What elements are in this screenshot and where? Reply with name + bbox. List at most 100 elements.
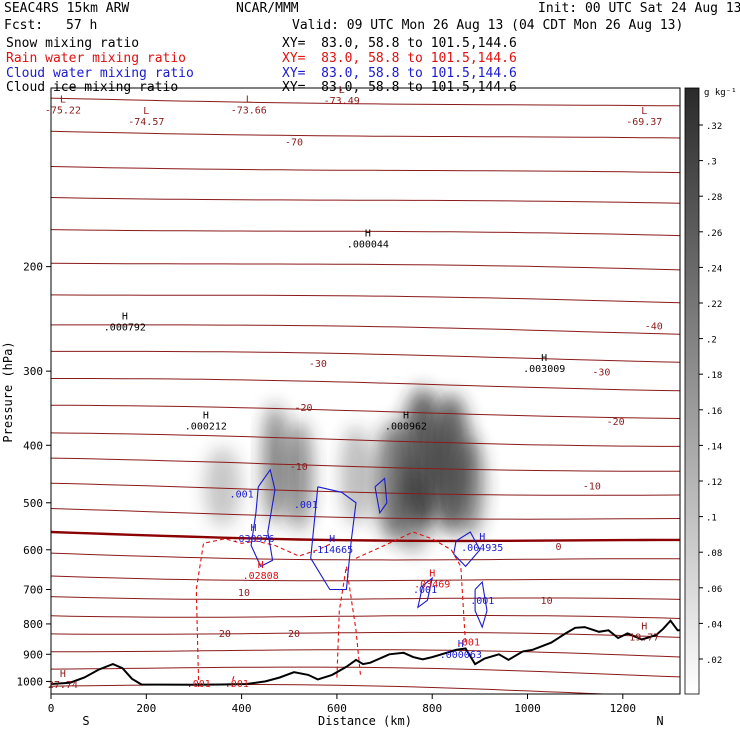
extremum-value: 27.74 bbox=[48, 680, 78, 691]
isotherm-label: -30 bbox=[309, 359, 327, 370]
cloud-water-contour bbox=[250, 468, 276, 568]
isotherm-line bbox=[51, 631, 680, 638]
ice-shade-blob bbox=[204, 446, 241, 527]
colorbar bbox=[684, 87, 700, 695]
x-tick-label: 800 bbox=[422, 702, 442, 715]
contour-label: .001 bbox=[187, 679, 211, 690]
axes: 0 200 400 600 800 1000 12002003004005006007008… bbox=[17, 261, 637, 715]
isotherm-line bbox=[51, 615, 680, 619]
x-tick-label: 1000 bbox=[514, 702, 541, 715]
colorbar-tick-label: .32 bbox=[706, 122, 722, 132]
extremum-marker: L bbox=[339, 85, 345, 96]
extremum-marker: H bbox=[251, 523, 257, 534]
x-tick-label: 400 bbox=[232, 702, 252, 715]
field-rain-xy: XY= 83.0, 58.8 to 101.5,144.6 bbox=[282, 51, 517, 66]
isotherm-line bbox=[51, 596, 680, 600]
isotherm-label: -20 bbox=[607, 417, 625, 428]
colorbar-tick-label: .3 bbox=[706, 158, 717, 168]
extremum-marker: H bbox=[403, 411, 409, 422]
isotherm-label: 10 bbox=[238, 588, 250, 599]
isotherm-label: 0 bbox=[555, 542, 561, 553]
isotherm-line bbox=[51, 552, 680, 561]
x-tick-label: 600 bbox=[327, 702, 347, 715]
isotherm-line bbox=[51, 432, 680, 447]
contour-label: .001 bbox=[470, 596, 494, 607]
y-tick-label: 600 bbox=[23, 544, 43, 557]
isotherm-line bbox=[51, 350, 680, 363]
isotherm-line bbox=[51, 575, 680, 582]
ice-shade-blob bbox=[455, 436, 486, 537]
y-tick-label: 400 bbox=[23, 439, 43, 452]
field-rain-name: Rain water mixing ratio bbox=[6, 51, 187, 66]
isotherm-line bbox=[51, 684, 618, 694]
ice-shade-blob bbox=[395, 472, 432, 553]
extremum-marker: L bbox=[641, 106, 647, 117]
extremum-marker: H bbox=[329, 534, 335, 545]
isotherm-line bbox=[51, 649, 680, 658]
valid-time: Valid: 09 UTC Mon 26 Aug 13 (04 CDT Mon … bbox=[292, 18, 684, 33]
ice-shade-blob bbox=[340, 425, 371, 526]
colorbar-tick-label: .04 bbox=[706, 620, 722, 630]
extremum-value: 19.77 bbox=[629, 633, 659, 644]
forecast-hour: 57 h bbox=[66, 18, 98, 33]
extremum-value: -74.57 bbox=[128, 117, 164, 128]
isotherm-line bbox=[51, 262, 680, 271]
rain-contour bbox=[336, 566, 362, 678]
extremum-value: .000044 bbox=[347, 240, 389, 251]
colorbar-tick-label: .16 bbox=[706, 407, 722, 417]
extremum-value: -73.66 bbox=[231, 106, 267, 117]
extremum-value: -73.49 bbox=[324, 96, 360, 107]
isotherm-line bbox=[51, 378, 680, 392]
cloud-water-contour bbox=[374, 477, 388, 515]
y-tick-label: 500 bbox=[23, 497, 43, 510]
extremum-value: .114665 bbox=[311, 545, 353, 556]
extremum-marker: H bbox=[458, 639, 464, 650]
colorbar-tick-label: .06 bbox=[706, 585, 722, 595]
cloud-water-contour bbox=[474, 580, 488, 629]
y-tick-label: 700 bbox=[23, 584, 43, 597]
extremum-marker: H bbox=[429, 569, 435, 580]
isotherm-label: -10 bbox=[583, 482, 601, 493]
colorbar-tick-label: .18 bbox=[706, 371, 722, 381]
extremum-value: .03469 bbox=[414, 580, 450, 591]
x-tick-label: 200 bbox=[136, 702, 156, 715]
isotherm-label: 20 bbox=[219, 629, 231, 640]
y-tick-label: 900 bbox=[23, 648, 43, 661]
colorbar-tick-label: .02 bbox=[706, 656, 722, 666]
cloud-ice-shading bbox=[204, 387, 486, 553]
isotherm-line bbox=[51, 457, 680, 472]
isotherm-line bbox=[51, 229, 680, 237]
isotherm-label: -30 bbox=[592, 367, 610, 378]
colorbar-tick-label: .14 bbox=[706, 442, 722, 452]
isotherm-line bbox=[51, 508, 680, 520]
isotherm-label: 20 bbox=[288, 629, 300, 640]
extremum-marker: H bbox=[365, 229, 371, 240]
terrain-profile bbox=[51, 619, 680, 686]
cloud-water-contours bbox=[250, 468, 488, 629]
x-tick-label: 0 bbox=[48, 702, 55, 715]
extremum-marker: H bbox=[203, 411, 209, 422]
field-snow-name: Snow mixing ratio bbox=[6, 36, 140, 51]
isotherm-line bbox=[51, 166, 680, 174]
rain-contour bbox=[195, 538, 333, 688]
endpoint-north: N bbox=[656, 714, 663, 728]
field-cloudwater-name: Cloud water mixing ratio bbox=[6, 66, 194, 81]
y-axis-label: Pressure (hPa) bbox=[1, 341, 15, 442]
extremum-value: .000063 bbox=[440, 650, 482, 661]
colorbar-tick-label: .28 bbox=[706, 193, 722, 203]
isotherm-label: -10 bbox=[290, 462, 308, 473]
field-snow-xy: XY= 83.0, 58.8 to 101.5,144.6 bbox=[282, 36, 517, 51]
org-label: NCAR/MMM bbox=[236, 1, 299, 16]
forecast-label: Fcst: bbox=[4, 18, 44, 33]
extremum-value: .004935 bbox=[461, 543, 503, 554]
isotherm-line bbox=[51, 324, 680, 335]
contour-label: .001 bbox=[230, 490, 254, 501]
isotherm-line bbox=[51, 97, 680, 107]
colorbar-tick-label: .08 bbox=[706, 549, 722, 559]
extremum-marker: L bbox=[60, 95, 66, 106]
extremum-marker: H bbox=[258, 560, 264, 571]
y-tick-label: 200 bbox=[23, 261, 43, 274]
y-tick-label: 1000 bbox=[17, 675, 44, 688]
